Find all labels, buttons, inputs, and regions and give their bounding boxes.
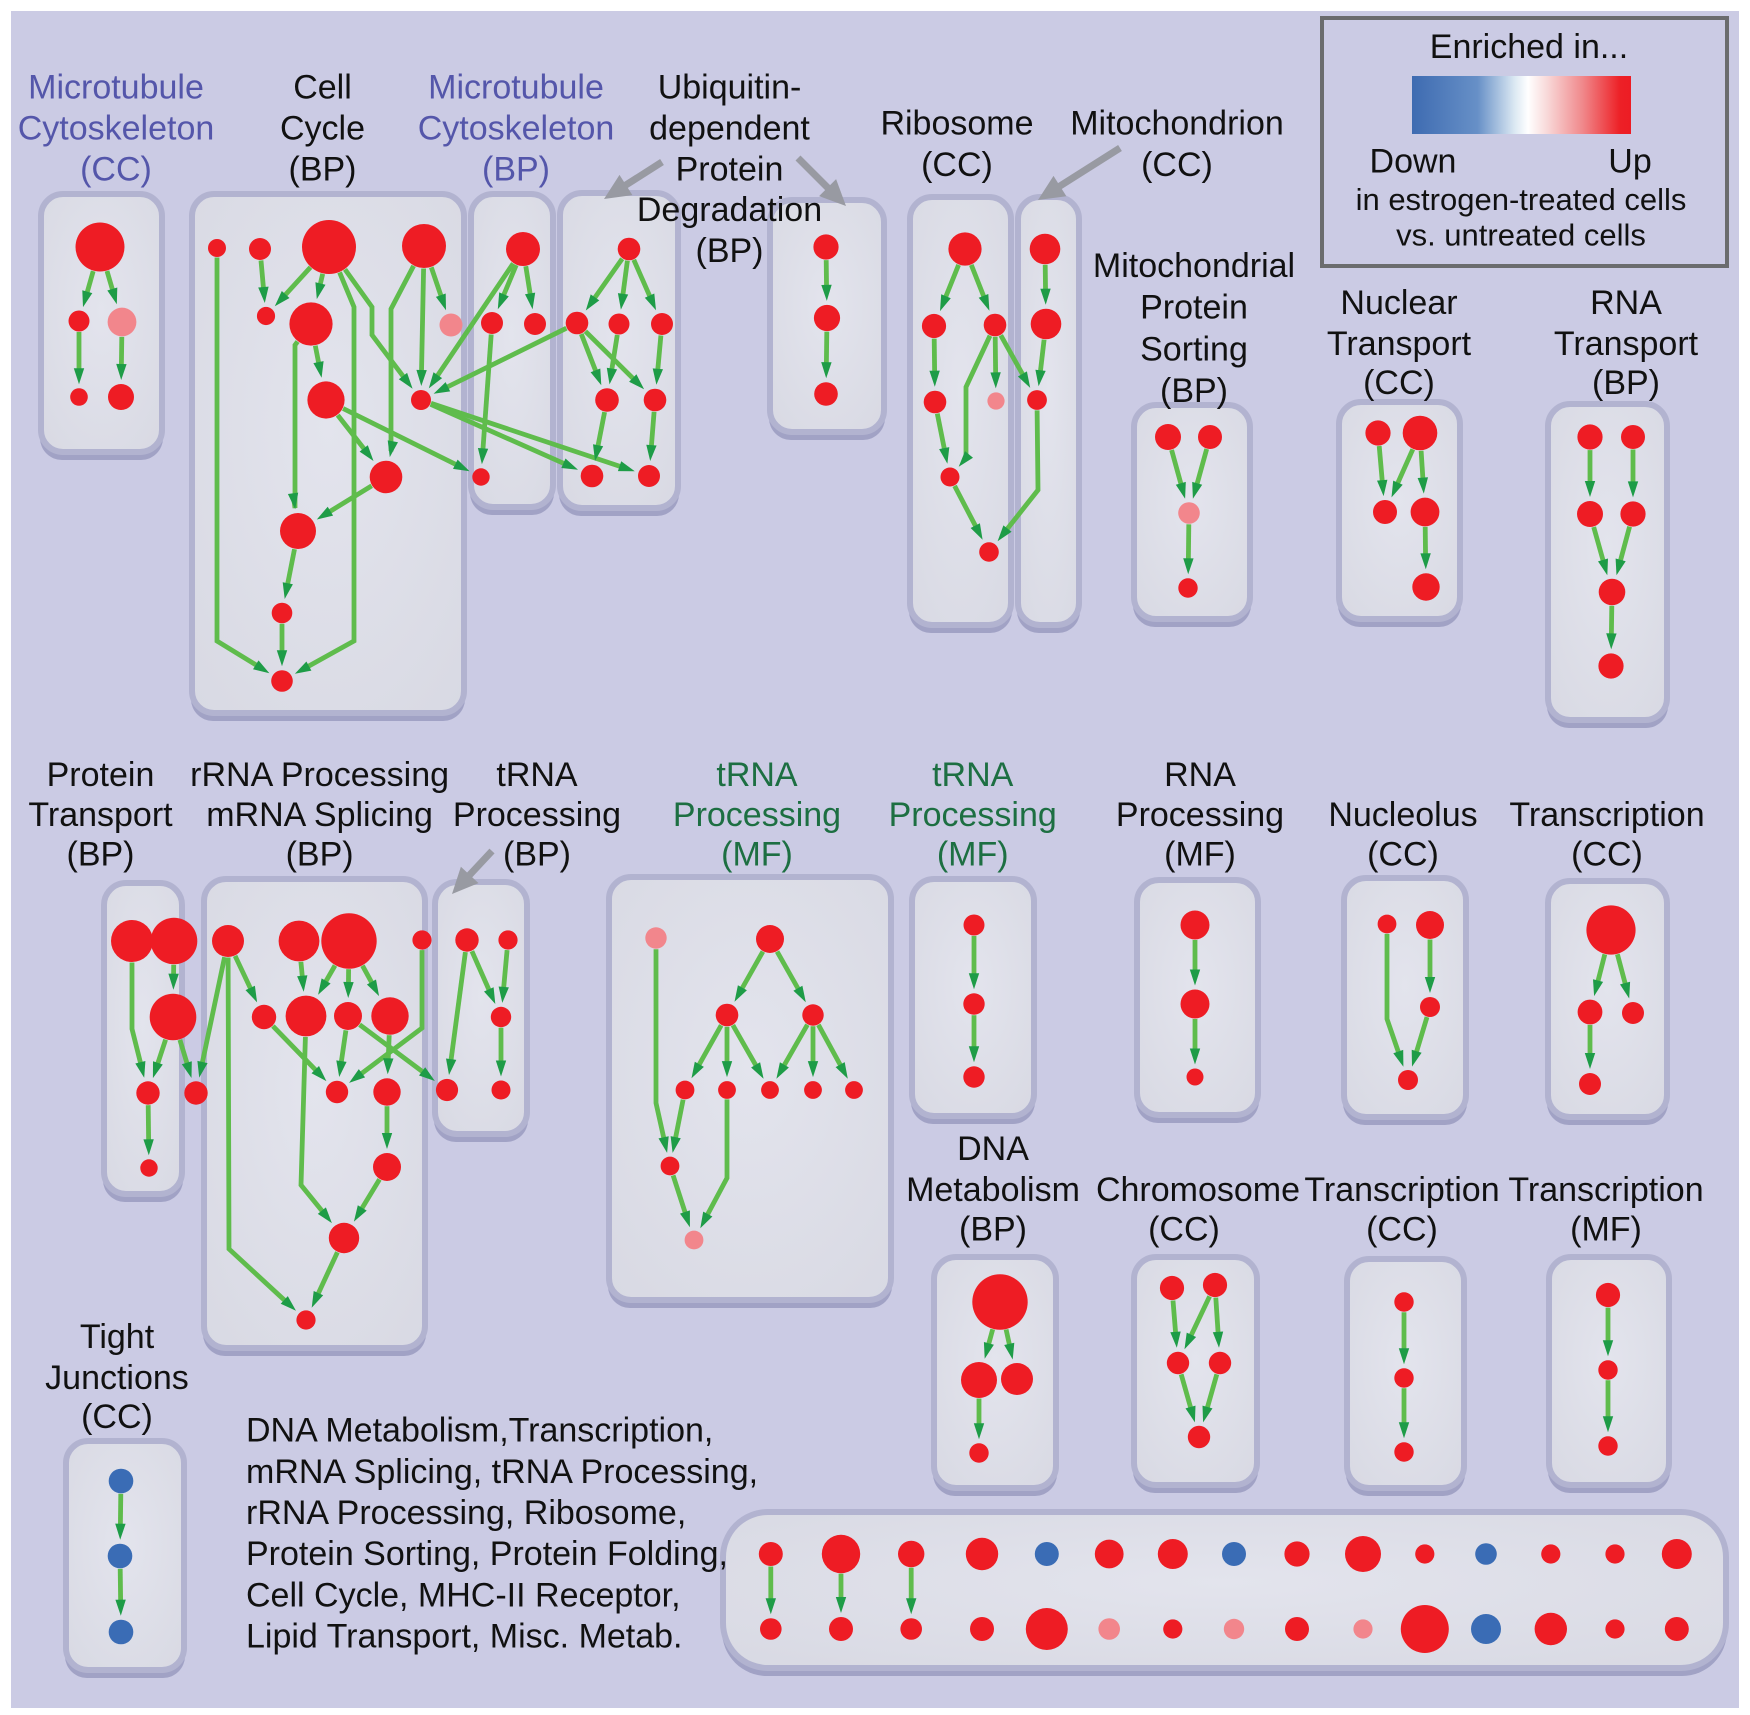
svg-text:Transport: Transport — [28, 796, 173, 834]
svg-text:(CC): (CC) — [921, 146, 993, 184]
svg-text:DNA Metabolism,Transcription,: DNA Metabolism,Transcription, — [246, 1412, 713, 1450]
svg-text:(BP): (BP) — [1592, 364, 1660, 402]
svg-text:Cell: Cell — [293, 69, 352, 107]
svg-text:RNA: RNA — [1590, 284, 1662, 322]
svg-text:Chromosome: Chromosome — [1096, 1171, 1300, 1209]
svg-text:(BP): (BP) — [286, 836, 354, 874]
svg-text:Transcription: Transcription — [1508, 1171, 1703, 1209]
svg-text:Transport: Transport — [1327, 325, 1472, 363]
svg-text:Nucleolus: Nucleolus — [1328, 796, 1477, 834]
svg-text:(BP): (BP) — [289, 151, 357, 189]
svg-text:(BP): (BP) — [696, 232, 764, 270]
svg-text:(MF): (MF) — [1164, 836, 1236, 874]
svg-text:Ribosome: Ribosome — [880, 105, 1033, 143]
svg-text:(CC): (CC) — [1363, 364, 1435, 402]
svg-text:Microtubule: Microtubule — [28, 69, 204, 107]
svg-text:Lipid Transport, Misc. Metab.: Lipid Transport, Misc. Metab. — [246, 1618, 683, 1656]
svg-text:(CC): (CC) — [1367, 836, 1439, 874]
svg-text:rRNA Processing, Ribosome,: rRNA Processing, Ribosome, — [246, 1494, 686, 1532]
svg-text:Degradation: Degradation — [637, 191, 822, 229]
svg-text:Transport: Transport — [1554, 325, 1699, 363]
svg-text:Processing: Processing — [673, 796, 841, 834]
svg-text:tRNA: tRNA — [932, 756, 1014, 794]
svg-text:(BP): (BP) — [482, 151, 550, 189]
svg-text:Cytoskeleton: Cytoskeleton — [418, 110, 615, 148]
svg-text:Processing: Processing — [1116, 796, 1284, 834]
svg-text:Sorting: Sorting — [1140, 331, 1248, 369]
svg-text:Cell Cycle, MHC-II Receptor,: Cell Cycle, MHC-II Receptor, — [246, 1576, 681, 1614]
svg-text:(CC): (CC) — [1148, 1211, 1220, 1249]
svg-text:mRNA Splicing: mRNA Splicing — [206, 796, 433, 834]
svg-text:(BP): (BP) — [1160, 372, 1228, 410]
svg-text:Nuclear: Nuclear — [1340, 284, 1457, 322]
svg-text:Protein: Protein — [676, 151, 784, 189]
svg-text:Processing: Processing — [453, 796, 621, 834]
svg-text:Protein Sorting, Protein Foldi: Protein Sorting, Protein Folding, — [246, 1535, 728, 1573]
svg-text:Protein: Protein — [47, 756, 155, 794]
svg-text:Ubiquitin-: Ubiquitin- — [658, 69, 802, 107]
svg-text:rRNA Processing: rRNA Processing — [190, 756, 449, 794]
svg-text:Transcription: Transcription — [1509, 796, 1704, 834]
svg-text:RNA: RNA — [1164, 756, 1236, 794]
svg-text:Metabolism: Metabolism — [906, 1171, 1080, 1209]
svg-text:(MF): (MF) — [1570, 1211, 1642, 1249]
svg-text:(CC): (CC) — [81, 1398, 153, 1436]
svg-text:mRNA Splicing, tRNA Processing: mRNA Splicing, tRNA Processing, — [246, 1453, 758, 1491]
svg-text:(BP): (BP) — [503, 836, 571, 874]
svg-text:vs. untreated cells: vs. untreated cells — [1396, 217, 1646, 252]
svg-text:Enriched in...: Enriched in... — [1430, 28, 1628, 66]
svg-text:Protein: Protein — [1140, 289, 1248, 327]
svg-text:Mitochondrion: Mitochondrion — [1070, 105, 1284, 143]
svg-text:(MF): (MF) — [937, 836, 1009, 874]
svg-text:DNA: DNA — [957, 1130, 1029, 1168]
svg-text:Transcription: Transcription — [1304, 1171, 1499, 1209]
svg-text:Mitochondrial: Mitochondrial — [1093, 247, 1295, 285]
svg-text:dependent: dependent — [649, 110, 810, 148]
svg-text:(CC): (CC) — [1366, 1211, 1438, 1249]
svg-text:(CC): (CC) — [1571, 836, 1643, 874]
svg-text:Junctions: Junctions — [45, 1359, 189, 1397]
svg-text:Processing: Processing — [889, 796, 1057, 834]
svg-text:Tight: Tight — [80, 1318, 155, 1356]
svg-text:Cytoskeleton: Cytoskeleton — [18, 110, 215, 148]
svg-text:tRNA: tRNA — [496, 756, 578, 794]
svg-text:(MF): (MF) — [721, 836, 793, 874]
svg-text:(CC): (CC) — [80, 151, 152, 189]
svg-text:Up: Up — [1608, 142, 1651, 180]
svg-text:(BP): (BP) — [67, 836, 135, 874]
svg-text:in estrogen-treated cells: in estrogen-treated cells — [1356, 182, 1687, 217]
svg-text:tRNA: tRNA — [716, 756, 798, 794]
svg-text:Microtubule: Microtubule — [428, 69, 604, 107]
svg-text:(BP): (BP) — [959, 1211, 1027, 1249]
svg-text:(CC): (CC) — [1141, 146, 1213, 184]
svg-text:Down: Down — [1370, 142, 1457, 180]
svg-text:Cycle: Cycle — [280, 110, 365, 148]
